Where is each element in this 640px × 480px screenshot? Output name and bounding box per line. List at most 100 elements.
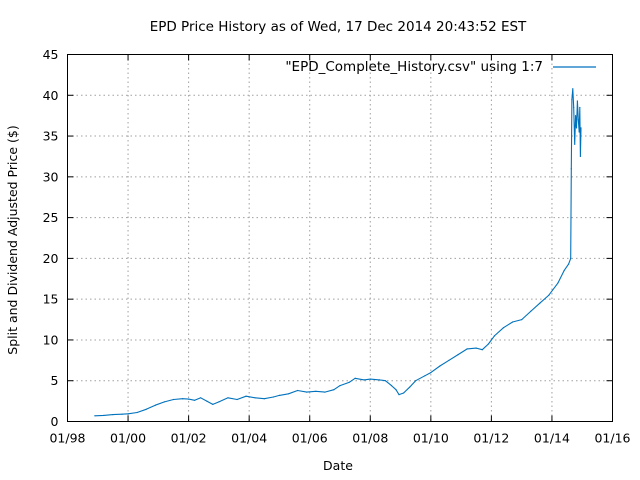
data-point [563,270,565,272]
x-tick-label: 01/10 [413,431,449,446]
data-point [575,115,577,117]
data-point [154,404,156,406]
data-point [112,414,114,416]
data-point [121,413,123,415]
data-point [570,168,572,170]
data-point [390,385,393,387]
data-point [136,411,138,414]
y-tick-label: 10 [43,332,59,347]
data-point [103,414,105,416]
data-point [403,392,405,394]
data-point [511,321,514,323]
data-point [206,400,208,402]
data-point [409,386,411,388]
data-point [571,98,573,100]
data-point [521,319,523,321]
chart-title: EPD Price History as of Wed, 17 Dec 2014… [150,19,527,35]
data-point [475,347,477,349]
data-point [378,379,380,381]
data-point [127,413,129,415]
data-point [194,399,196,401]
y-axis-label: Split and Dividend Adjusted Price ($) [5,125,20,354]
data-point [572,88,574,90]
data-point [363,379,365,381]
y-tick-label: 35 [43,129,59,144]
data-point [94,415,96,417]
data-point [439,365,441,367]
data-point [306,391,308,393]
data-point [557,282,559,284]
data-point [163,401,165,403]
data-point [297,389,299,392]
data-point [333,389,335,391]
series-line [94,88,582,417]
x-tick-label: 01/00 [110,431,146,446]
data-point [578,131,580,133]
data-point [424,375,426,377]
x-tick-label: 01/98 [49,431,85,446]
y-tick-label: 0 [51,414,59,429]
y-tick-label: 15 [43,292,59,307]
x-tick-label: 01/14 [534,431,570,446]
data-point [287,393,290,395]
x-tick-label: 01/04 [231,431,267,446]
x-tick-label: 01/08 [352,431,388,446]
x-tick-label: 01/02 [171,431,207,446]
data-point [384,380,386,382]
data-point [227,397,229,399]
legend: "EPD_Complete_History.csv" using 1:7 [285,59,596,75]
data-point [339,385,341,387]
data-point [415,380,417,382]
data-point [579,106,581,109]
x-tick-label: 01/12 [473,431,509,446]
data-point [580,127,582,129]
data-point [395,389,397,391]
data-point [493,335,495,337]
data-point [576,100,579,102]
data-point [188,398,190,400]
data-point [263,398,265,400]
y-tick-label: 25 [43,210,59,225]
data-point [369,378,371,380]
data-point [212,403,214,405]
data-point [145,408,147,410]
data-point [200,397,202,399]
ticks-layer: 0 5 10 15 20 25 30 35 40 45 01/98 01/00 01/02 01/04 01… [43,47,631,446]
y-tick-label: 45 [43,47,59,62]
data-point [574,143,576,145]
data-point [218,401,220,403]
data-point [236,398,238,401]
data-point [354,377,356,379]
data-point [348,381,350,383]
data-point [315,390,317,392]
data-point [430,372,432,374]
data-point [466,348,468,350]
data-point [548,294,550,296]
series-layer [94,88,582,417]
data-point [568,263,570,265]
y-tick-label: 40 [43,88,59,103]
x-axis-label: Date [323,458,353,473]
data-point [448,359,450,361]
data-point [182,398,184,400]
data-point [487,343,489,345]
data-point [278,394,280,396]
data-point [502,327,505,329]
x-tick-label: 01/06 [292,431,328,446]
legend-label: "EPD_Complete_History.csv" using 1:7 [285,59,543,75]
data-point [577,119,579,121]
data-point [579,155,582,157]
data-point [570,257,572,259]
data-point [254,397,256,399]
data-point [457,354,459,356]
y-tick-label: 30 [43,169,59,184]
data-point [573,106,575,109]
y-tick-label: 5 [51,373,59,388]
data-point [172,398,175,401]
x-tick-label: 01/16 [594,431,630,446]
plot-frame [67,54,613,422]
data-point [575,127,578,129]
grid-layer [67,54,613,422]
data-point [539,302,541,304]
